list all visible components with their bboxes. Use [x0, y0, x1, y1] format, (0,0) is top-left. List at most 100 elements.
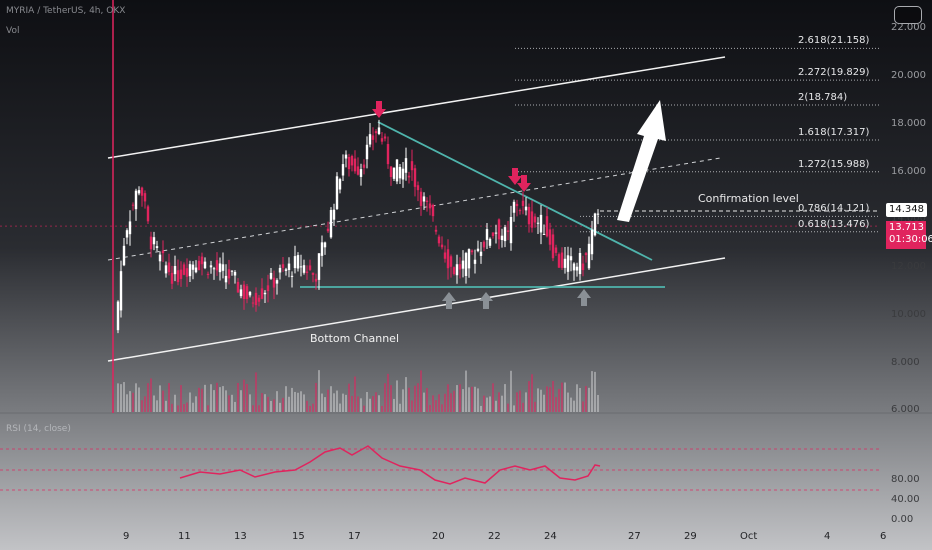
volume-bar [228, 395, 230, 412]
candle-body [299, 266, 303, 268]
candle-body [419, 191, 423, 206]
volume-bar [579, 388, 581, 412]
rsi-legend[interactable]: RSI (14, close) [6, 424, 71, 434]
candle-body [359, 169, 363, 177]
symbol-legend[interactable]: MYRIA / TetherUS, 4h, OKX [6, 6, 126, 16]
volume-bar [195, 396, 197, 412]
candle-body [506, 230, 510, 232]
volume-bar [294, 391, 296, 412]
candle-body [563, 258, 567, 268]
candle-body [356, 166, 360, 175]
candle-body [473, 259, 477, 264]
volume-bar [534, 401, 536, 412]
price-tick: 18.000 [891, 117, 926, 129]
candle-body [503, 227, 507, 242]
price-tick: 14.000 [891, 213, 926, 225]
candle-body [539, 214, 543, 233]
volume-bar [405, 377, 407, 412]
volume-bar [396, 380, 398, 412]
volume-bar [279, 402, 281, 412]
candle-body [227, 269, 231, 279]
candle-body [233, 271, 237, 276]
volume-bar [324, 397, 326, 412]
candle-body [389, 166, 393, 177]
candle-body [194, 267, 198, 273]
volume-bar [348, 383, 350, 412]
volume-bar [336, 390, 338, 412]
candle-body [470, 250, 474, 253]
candle-body [461, 260, 465, 269]
volume-bar [372, 396, 374, 412]
candle-body [203, 261, 207, 269]
volume-legend[interactable]: Vol [6, 26, 20, 36]
volume-bar [192, 402, 194, 412]
volume-bar [465, 370, 467, 412]
candle-body [491, 232, 495, 236]
volume-bar [312, 403, 314, 412]
volume-bar [438, 394, 440, 412]
volume-bar [414, 385, 416, 412]
volume-bar [543, 394, 545, 412]
candle-body [488, 238, 492, 246]
candle-body [191, 264, 195, 270]
candle-body [284, 269, 288, 271]
volume-bar [252, 405, 254, 412]
candle-body [581, 263, 585, 271]
candle-body [554, 247, 558, 253]
candle-body [569, 256, 573, 261]
candle-body [536, 222, 540, 224]
scale-toggle-button[interactable] [894, 6, 922, 24]
volume-bar [309, 405, 311, 412]
volume-bar [402, 389, 404, 412]
candle-body [293, 256, 297, 269]
candle-body [437, 236, 441, 244]
candle-body [335, 176, 339, 209]
candle-body [152, 237, 156, 245]
volume-bar [495, 400, 497, 412]
volume-bar [255, 372, 257, 412]
candle-body [380, 138, 384, 142]
volume-bar [474, 386, 476, 412]
candle-body [275, 280, 279, 284]
volume-bar [297, 392, 299, 412]
volume-bar [177, 405, 179, 412]
countdown: 01:30:06 [889, 234, 932, 245]
volume-bar [189, 392, 191, 412]
volume-bar [261, 393, 263, 412]
volume-bar [210, 384, 212, 412]
volume-bar [183, 404, 185, 412]
volume-bar [303, 394, 305, 412]
fib-label: 0.786(14.121) [798, 203, 870, 215]
rsi-tick: 0.00 [891, 514, 914, 525]
volume-bar [411, 400, 413, 412]
candle-body [179, 269, 183, 279]
candle-body [578, 253, 582, 275]
candle-body [362, 164, 366, 168]
candle-body [509, 217, 513, 244]
candle-body [248, 291, 252, 296]
volume-bar [387, 373, 389, 412]
candle-body [269, 272, 273, 279]
candle-body [368, 134, 372, 145]
candle-body [296, 255, 300, 269]
candle-body [155, 246, 159, 249]
volume-bar [561, 382, 563, 412]
candle-body [122, 245, 126, 266]
time-tick: 15 [292, 531, 305, 542]
volume-bar [513, 405, 515, 412]
candle-body [476, 248, 480, 252]
volume-bar [477, 388, 479, 412]
volume-bar [123, 382, 125, 412]
candle-body [467, 249, 471, 269]
volume-bar [126, 394, 128, 412]
volume-bar [318, 370, 320, 412]
candle-body [494, 232, 498, 234]
projection-arrow [617, 100, 666, 222]
volume-bar [399, 403, 401, 412]
candle-body [416, 185, 420, 191]
candle-body [584, 253, 588, 256]
lower-channel-line [107, 257, 726, 362]
sell-marker [508, 168, 522, 185]
